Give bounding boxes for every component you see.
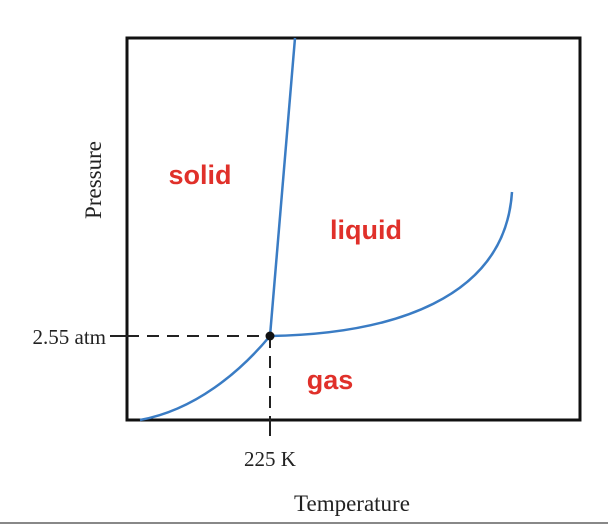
temperature-label: 225 K: [244, 447, 296, 471]
region-label: solid: [168, 160, 231, 190]
x-axis-label: Temperature: [294, 491, 410, 516]
pressure-label: 2.55 atm: [33, 325, 107, 349]
y-axis-label: Pressure: [81, 141, 106, 219]
plot-frame: [125, 36, 582, 422]
sublimation-curve: [139, 335, 271, 422]
region-label: liquid: [330, 215, 402, 245]
fusion-curve: [268, 37, 297, 337]
region-label: gas: [307, 365, 354, 395]
triple-point: [265, 331, 275, 341]
vaporization-curve: [269, 191, 514, 338]
